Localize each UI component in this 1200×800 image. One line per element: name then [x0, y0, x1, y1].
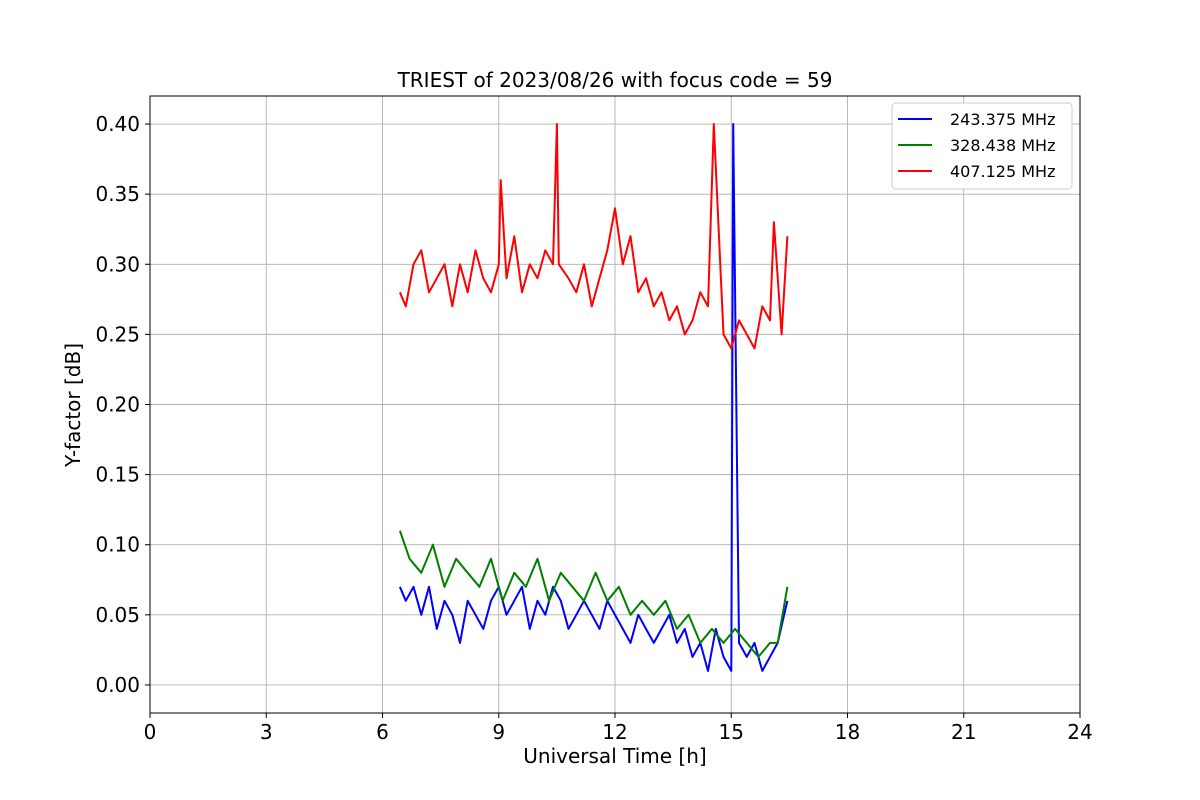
series-line-2	[398, 530, 789, 658]
x-tick-label: 12	[602, 720, 627, 744]
x-tick-label: 0	[144, 720, 157, 744]
y-tick-label: 0.00	[95, 673, 140, 697]
x-axis-label: Universal Time [h]	[523, 744, 706, 768]
x-tick-label: 18	[835, 720, 860, 744]
x-tick-label: 9	[492, 720, 505, 744]
y-tick-label: 0.10	[95, 533, 140, 557]
chart-title: TRIEST of 2023/08/26 with focus code = 5…	[397, 68, 833, 92]
series-layer	[398, 123, 789, 672]
x-tick-label: 6	[376, 720, 389, 744]
legend-label-2: 328.438 MHz	[950, 136, 1055, 155]
legend: 243.375 MHz 328.438 MHz 407.125 MHz	[891, 102, 1073, 190]
legend-label-3: 407.125 MHz	[950, 162, 1055, 181]
y-tick-label: 0.20	[95, 393, 140, 417]
y-tick-label: 0.15	[95, 463, 140, 487]
x-tick-label: 24	[1067, 720, 1092, 744]
legend-label-1: 243.375 MHz	[950, 110, 1055, 129]
x-axis: 0 3 6 9 12 15 18 21 24	[144, 713, 1093, 744]
y-tick-label: 0.05	[95, 603, 140, 627]
series-line-3	[398, 123, 789, 350]
x-tick-label: 21	[951, 720, 976, 744]
series-line-1	[398, 123, 789, 672]
y-tick-label: 0.40	[95, 112, 140, 136]
x-tick-label: 3	[260, 720, 273, 744]
y-tick-label: 0.30	[95, 252, 140, 276]
legend-box	[891, 102, 1073, 190]
y-tick-label: 0.35	[95, 182, 140, 206]
y-tick-label: 0.25	[95, 322, 140, 346]
x-tick-label: 15	[719, 720, 744, 744]
y-axis-label: Y-factor [dB]	[61, 343, 85, 468]
y-axis: 0.00 0.05 0.10 0.15 0.20 0.25 0.30 0.35 0.40	[95, 112, 150, 697]
